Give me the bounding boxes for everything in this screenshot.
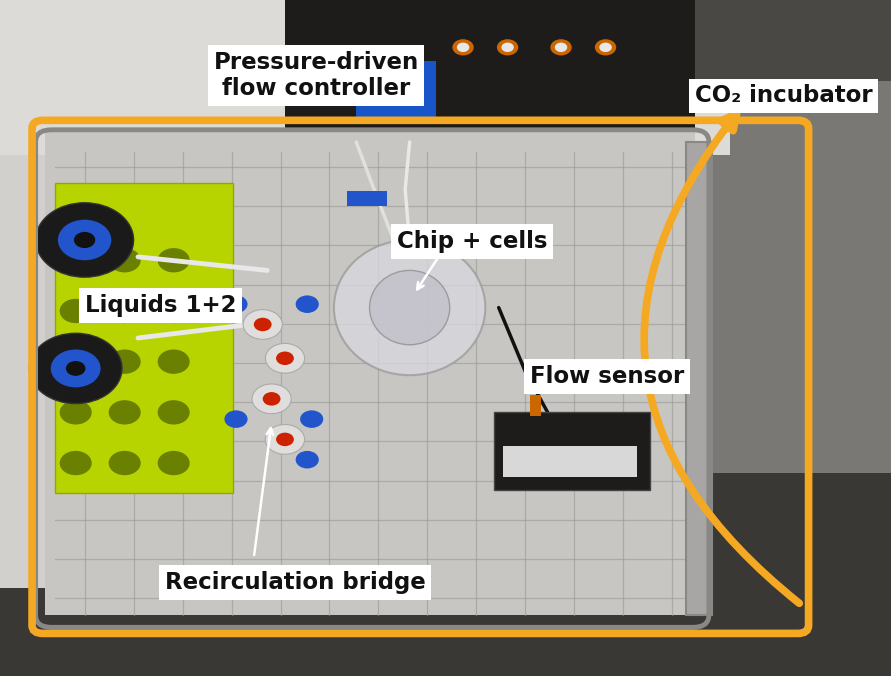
Circle shape <box>158 299 190 323</box>
Circle shape <box>276 352 294 365</box>
Ellipse shape <box>369 270 450 345</box>
Circle shape <box>595 39 616 55</box>
Circle shape <box>60 400 91 425</box>
Circle shape <box>300 410 323 428</box>
Circle shape <box>58 220 111 260</box>
Text: Liquids 1+2: Liquids 1+2 <box>84 294 237 317</box>
Circle shape <box>555 43 567 52</box>
Bar <box>285 0 694 169</box>
Circle shape <box>108 349 141 374</box>
Circle shape <box>276 433 294 446</box>
Circle shape <box>60 451 91 475</box>
Bar <box>45 128 694 615</box>
Text: Flow sensor: Flow sensor <box>530 365 685 388</box>
Circle shape <box>60 248 91 272</box>
Circle shape <box>224 410 247 428</box>
Bar <box>694 0 891 81</box>
Circle shape <box>599 43 612 52</box>
Bar <box>694 0 891 608</box>
Circle shape <box>243 310 282 339</box>
Circle shape <box>263 392 280 406</box>
Bar <box>0 588 891 676</box>
Circle shape <box>296 295 319 313</box>
Circle shape <box>36 203 134 277</box>
Circle shape <box>158 349 190 374</box>
Ellipse shape <box>334 240 486 375</box>
Circle shape <box>30 333 122 404</box>
Circle shape <box>497 39 518 55</box>
Circle shape <box>108 299 141 323</box>
Circle shape <box>108 400 141 425</box>
Circle shape <box>51 349 100 387</box>
Circle shape <box>252 384 291 414</box>
Text: Pressure-driven
flow controller: Pressure-driven flow controller <box>213 51 418 100</box>
Circle shape <box>224 295 247 313</box>
Circle shape <box>265 425 305 454</box>
Bar <box>357 61 436 122</box>
Bar <box>56 183 233 493</box>
Circle shape <box>254 318 271 331</box>
Circle shape <box>265 343 305 373</box>
Circle shape <box>550 39 572 55</box>
Bar <box>495 412 650 490</box>
Circle shape <box>158 400 190 425</box>
Bar <box>0 0 730 155</box>
Circle shape <box>452 39 474 55</box>
Circle shape <box>296 451 319 468</box>
Circle shape <box>502 43 513 52</box>
Circle shape <box>108 248 141 272</box>
Bar <box>504 446 637 477</box>
Circle shape <box>158 451 190 475</box>
Bar <box>530 395 540 416</box>
Circle shape <box>108 451 141 475</box>
Bar <box>694 473 891 608</box>
Text: Recirculation bridge: Recirculation bridge <box>165 571 426 594</box>
Circle shape <box>73 232 95 248</box>
Circle shape <box>60 349 91 374</box>
Bar <box>348 191 387 206</box>
Bar <box>685 142 712 615</box>
Circle shape <box>66 361 85 376</box>
Text: CO₂ incubator: CO₂ incubator <box>694 84 873 107</box>
Text: Chip + cells: Chip + cells <box>397 230 547 253</box>
Circle shape <box>457 43 470 52</box>
Circle shape <box>60 299 91 323</box>
Circle shape <box>158 248 190 272</box>
